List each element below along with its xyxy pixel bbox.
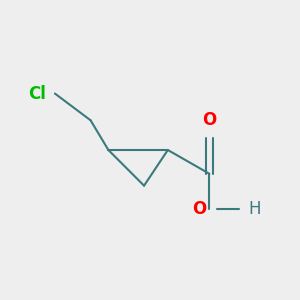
Text: O: O	[192, 200, 206, 218]
Text: Cl: Cl	[28, 85, 46, 103]
Text: H: H	[248, 200, 261, 218]
Text: O: O	[202, 111, 217, 129]
